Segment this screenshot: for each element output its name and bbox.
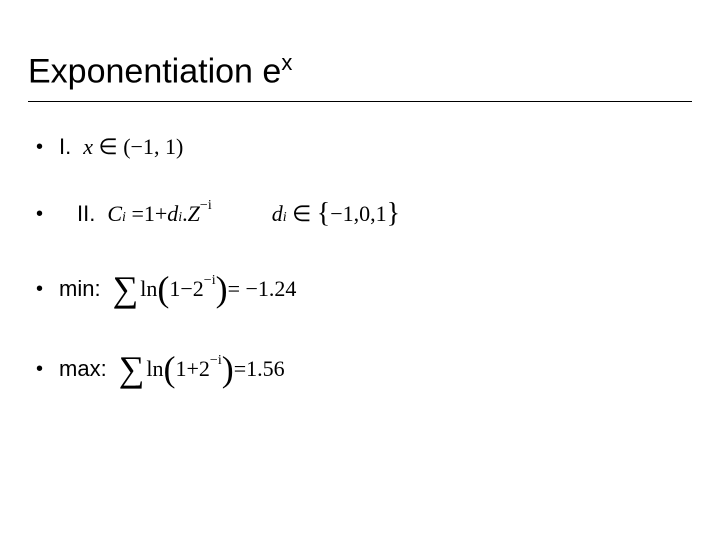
val-high: 1: [165, 134, 176, 160]
elem-sym: ∈: [292, 201, 311, 227]
paren-open: (: [157, 268, 169, 310]
formula-interval: x ∈ ( −1 , 1 ): [83, 134, 183, 160]
minus-sym: −: [180, 276, 192, 302]
ln-sym: ln: [146, 356, 163, 382]
exp-neg-i: −i: [210, 353, 222, 369]
list-item: • max: ∑ ln ( 1 + 2−i ) = 1.56: [28, 348, 692, 390]
exp-neg-i: −i: [204, 273, 216, 289]
paren-close: ): [216, 268, 228, 310]
val-low: −1: [131, 134, 154, 160]
paren-close: ): [176, 134, 183, 160]
bullet-icon: •: [36, 279, 43, 299]
sigma-sym: ∑: [113, 268, 139, 310]
sigma-sym: ∑: [119, 348, 145, 390]
bullet-icon: •: [36, 204, 43, 224]
list-item: • II. Ci = 1 + di . Z−i di ∈ { −1 , 0 , …: [28, 198, 692, 230]
paren-open: (: [164, 348, 176, 390]
num-two: 2: [199, 356, 210, 382]
comma: ,: [154, 134, 160, 160]
item-label: II.: [77, 201, 95, 227]
brace-open: {: [317, 198, 330, 230]
ln-sym: ln: [140, 276, 157, 302]
val-1: 1: [376, 201, 387, 227]
var-d: d: [167, 201, 178, 227]
var-x: x: [83, 134, 93, 160]
bullet-icon: •: [36, 137, 43, 157]
formula-domain: di ∈ { −1 , 0 , 1 }: [272, 198, 400, 230]
val-0: 0: [359, 201, 370, 227]
exp-neg-i: −i: [200, 198, 212, 214]
plus-sym: +: [187, 356, 199, 382]
num-two: 2: [193, 276, 204, 302]
formula-max: ∑ ln ( 1 + 2−i ) = 1.56: [119, 348, 285, 390]
list-item: • min: ∑ ln ( 1 − 2−i ) = −1.24: [28, 268, 692, 310]
paren-close: ): [222, 348, 234, 390]
title-text: Exponentiation e: [28, 52, 281, 90]
elem-sym: ∈: [99, 134, 118, 160]
sub-i: i: [178, 210, 182, 226]
item-label: I.: [59, 134, 71, 160]
brace-close: }: [387, 198, 400, 230]
list-item: • I. x ∈ ( −1 , 1 ): [28, 134, 692, 160]
bullet-icon: •: [36, 359, 43, 379]
plus-sym: +: [155, 201, 167, 227]
result-val: −1.24: [246, 276, 297, 302]
var-z: Z: [188, 201, 200, 227]
page-title: Exponentiation ex: [28, 50, 692, 91]
formula-min: ∑ ln ( 1 − 2−i ) = −1.24: [113, 268, 297, 310]
var-c: C: [107, 201, 122, 227]
eq-sym: =: [131, 201, 143, 227]
var-d: d: [272, 201, 283, 227]
title-sup: x: [281, 50, 292, 75]
num-one: 1: [169, 276, 180, 302]
item-label: max:: [59, 356, 107, 382]
num-one: 1: [176, 356, 187, 382]
title-underline: [28, 101, 692, 102]
formula-recurrence: Ci = 1 + di . Z−i: [107, 201, 211, 227]
num-one: 1: [144, 201, 155, 227]
paren-open: (: [123, 134, 130, 160]
sub-i: i: [122, 210, 126, 226]
val-neg1: −1: [330, 201, 353, 227]
sub-i: i: [283, 210, 287, 226]
eq-sym: =: [234, 356, 246, 382]
eq-sym: =: [228, 276, 240, 302]
item-label: min:: [59, 276, 101, 302]
result-val: 1.56: [246, 356, 285, 382]
